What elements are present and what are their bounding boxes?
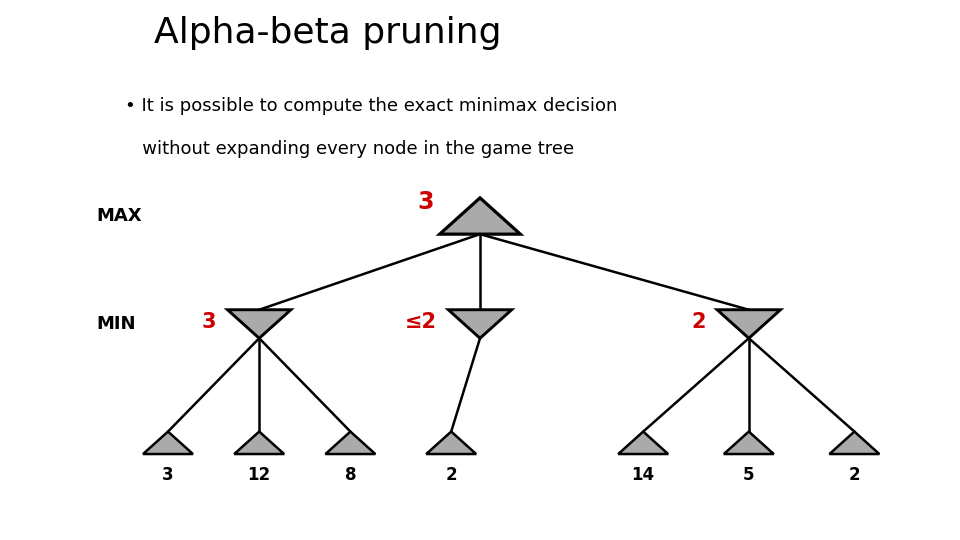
Polygon shape [325,431,375,454]
Text: 2: 2 [691,312,706,332]
Text: 3: 3 [202,312,216,332]
Polygon shape [717,310,780,338]
Polygon shape [829,431,879,454]
Text: • It is possible to compute the exact minimax decision: • It is possible to compute the exact mi… [125,97,617,115]
Polygon shape [724,431,774,454]
Text: MIN: MIN [96,315,135,333]
Text: 8: 8 [345,466,356,484]
Text: 12: 12 [248,466,271,484]
Polygon shape [618,431,668,454]
Text: 3: 3 [162,466,174,484]
Text: 5: 5 [743,466,755,484]
Text: ≤2: ≤2 [405,312,437,332]
Text: 2: 2 [445,466,457,484]
Text: Alpha-beta pruning: Alpha-beta pruning [154,16,501,50]
Text: MAX: MAX [96,207,142,225]
Text: 3: 3 [418,191,434,214]
Polygon shape [440,198,520,234]
Polygon shape [448,310,512,338]
Text: 2: 2 [849,466,860,484]
Text: 14: 14 [632,466,655,484]
Polygon shape [143,431,193,454]
Polygon shape [426,431,476,454]
Polygon shape [228,310,291,338]
Polygon shape [234,431,284,454]
Text: without expanding every node in the game tree: without expanding every node in the game… [125,140,574,158]
